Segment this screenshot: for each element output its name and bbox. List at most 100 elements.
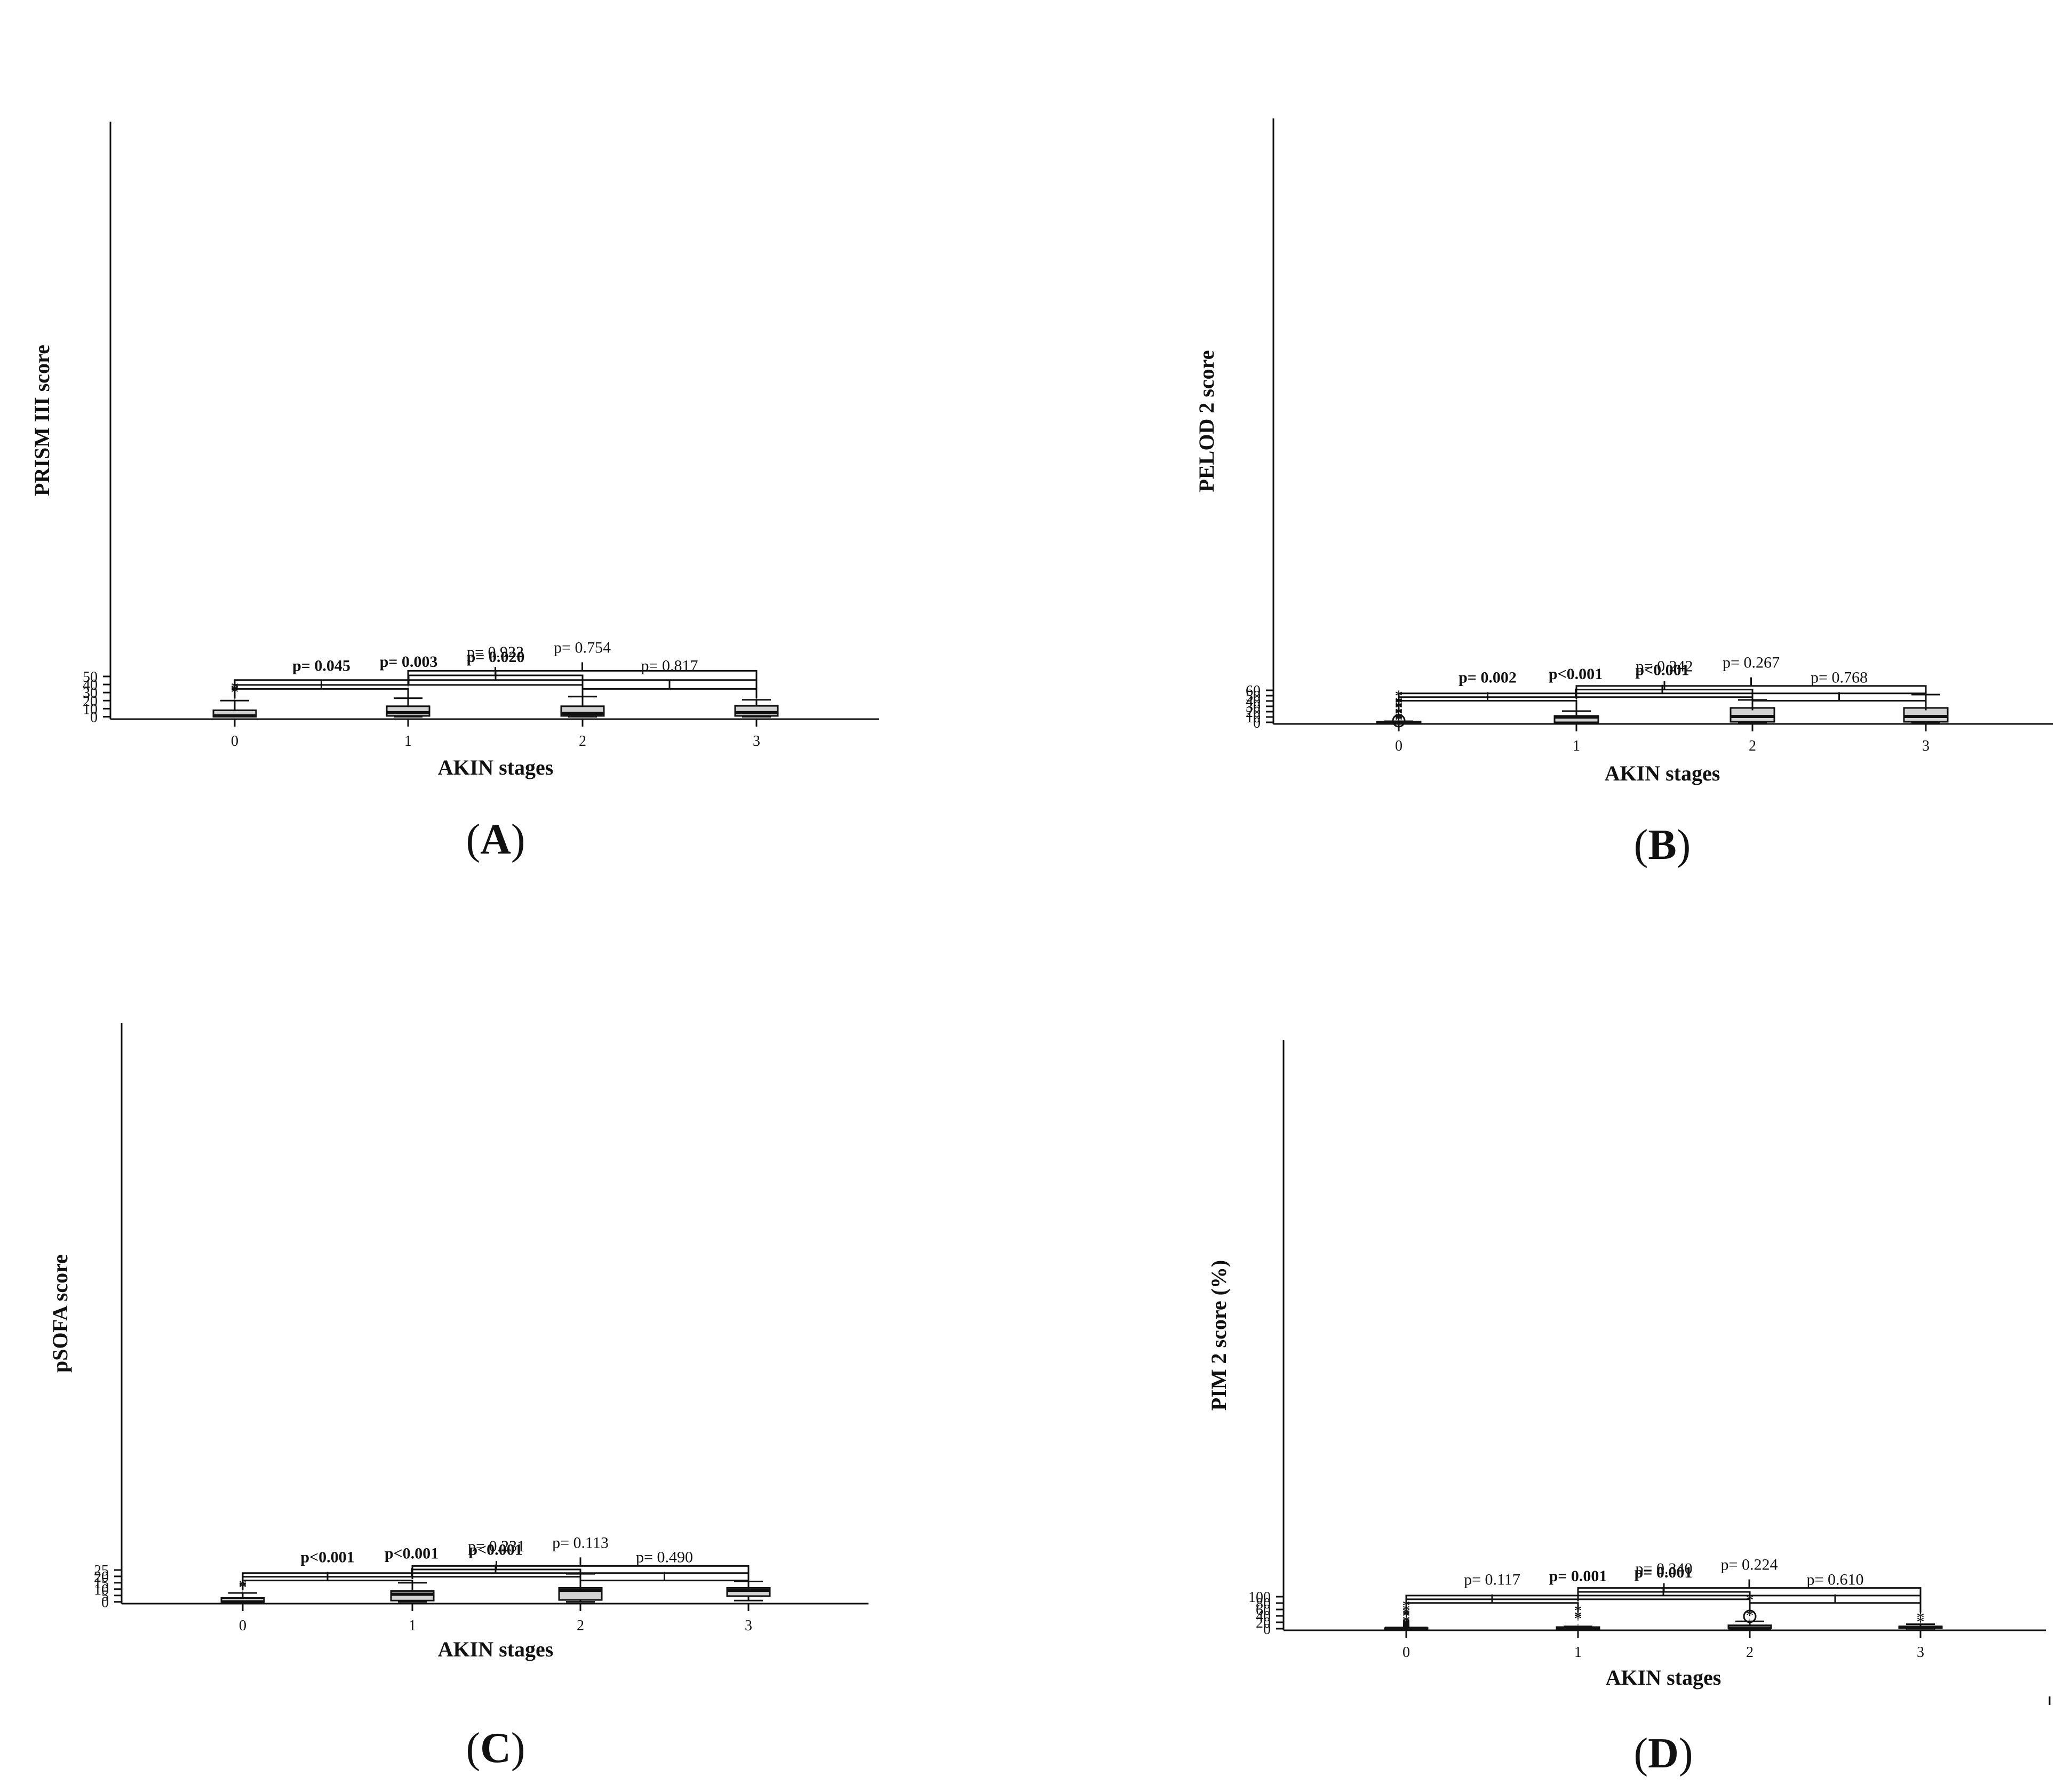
box-stage-3 <box>1903 694 1949 723</box>
x-tick-label: 3 <box>1917 1644 1924 1661</box>
x-tick-label: 3 <box>753 733 760 750</box>
y-tick-label: 5 <box>101 1588 109 1605</box>
outliers: ************************ **** <box>1402 1591 1925 1639</box>
x-tick-label: 1 <box>409 1617 416 1634</box>
x-tick-label: 1 <box>1573 738 1580 754</box>
y-tick-label: 20 <box>1246 704 1261 721</box>
outlier-star: * <box>1402 1619 1410 1637</box>
outlier-star: * <box>1746 1607 1754 1624</box>
p-value-label: p= 0.267 <box>1723 654 1780 672</box>
bracket-line <box>242 1580 413 1590</box>
y-tick-label: 50 <box>83 669 98 686</box>
outlier-star: * <box>1402 1620 1410 1638</box>
x-axis-title: AKIN stages <box>1606 1666 1722 1690</box>
p-value-label: p<0.001 <box>300 1549 354 1566</box>
box-stage-1 <box>1553 710 1599 723</box>
bracket-line <box>579 1580 750 1590</box>
y-tick-label: 10 <box>94 1582 109 1598</box>
p-value-label: p= 0.922 <box>467 643 524 661</box>
comparison-bracket: p= 0.231 <box>411 1537 581 1580</box>
x-axis-title: AKIN stages <box>438 755 554 779</box>
outlier-star: * <box>1402 1621 1410 1639</box>
y-tick-label: 10 <box>1246 710 1261 726</box>
box-stage-0 <box>212 699 257 718</box>
p-value-label: p= 0.001 <box>1635 1564 1693 1581</box>
y-tick-label: 0 <box>1263 1621 1271 1638</box>
x-tick-label: 0 <box>1395 738 1402 754</box>
p-value-label: p= 0.817 <box>641 657 698 674</box>
p-value-label: p= 0.610 <box>1807 1571 1864 1589</box>
bracket-line <box>242 1572 750 1583</box>
box-stage-3 <box>726 1580 771 1601</box>
outlier-star: * <box>1402 1617 1410 1635</box>
outlier-star: * <box>1395 711 1403 728</box>
comparison-bracket: p= 0.754 <box>407 639 758 681</box>
comparison-bracket: p= 0.242 <box>1575 658 1754 699</box>
outlier-star: * <box>1395 705 1403 723</box>
panel-letter: B <box>1648 822 1676 868</box>
box-stage-1 <box>386 697 431 718</box>
panel-label: (B) <box>1634 822 1691 868</box>
p-value-label: p= 0.117 <box>1464 1571 1520 1589</box>
bracket-line <box>1398 700 1577 711</box>
y-tick-label: 20 <box>94 1569 109 1585</box>
x-tick-label: 2 <box>579 733 586 750</box>
outlier-star: * <box>1402 1607 1410 1624</box>
outlier-star: * <box>1402 1616 1410 1634</box>
y-tick-label: 20 <box>83 693 98 710</box>
x-axis-title: AKIN stages <box>1605 761 1720 785</box>
y-tick-label: 15 <box>94 1575 109 1592</box>
p-value-label: p<0.001 <box>385 1545 439 1563</box>
y-tick-label: 25 <box>94 1563 109 1579</box>
y-axis-title: PRISM III score <box>30 345 54 496</box>
bracket-line <box>1749 1602 1922 1613</box>
y-tick-label: 40 <box>83 677 98 694</box>
outlier-star: * <box>1402 1617 1410 1635</box>
panel-letter: C <box>480 1725 511 1772</box>
comparison-bracket: p= 0.113 <box>411 1534 750 1576</box>
comparison-bracket: p= 0.490 <box>579 1549 750 1590</box>
y-axis-title: pSOFA score <box>48 1254 72 1373</box>
bracket-line <box>1751 700 1927 711</box>
x-tick-label: 3 <box>1922 738 1930 754</box>
x-tick-label: 3 <box>745 1617 752 1634</box>
y-tick-label: 0 <box>90 709 98 726</box>
panel-letter: D <box>1648 1730 1679 1777</box>
comparison-bracket: p= 0.817 <box>581 657 758 699</box>
y-tick-label: 60 <box>1256 1602 1271 1619</box>
x-tick-label: 2 <box>577 1617 584 1634</box>
outlier-star: * <box>1574 1608 1582 1625</box>
p-value-label: p= 0.002 <box>1459 669 1517 687</box>
outlier-star: * <box>1395 705 1403 722</box>
p-value-label: p= 0.340 <box>1636 1560 1693 1577</box>
outlier-star: * <box>1402 1612 1410 1630</box>
x-tick-label: 1 <box>1574 1644 1582 1661</box>
x-tick-label: 0 <box>239 1617 246 1634</box>
box-stage-0 <box>1376 720 1422 724</box>
bracket-line <box>234 688 409 699</box>
bracket-line <box>581 688 758 699</box>
iqr-box <box>386 705 431 717</box>
outlier-star: * <box>1402 1615 1410 1633</box>
outlier-star: * <box>1574 1610 1582 1628</box>
p-value-label: p= 0.754 <box>554 639 611 656</box>
p-value-label: p= 0.003 <box>380 653 438 671</box>
comparison-bracket: p= 0.001 <box>1405 1564 1922 1605</box>
outlier-star: * <box>1402 1620 1410 1637</box>
p-value-label: p<0.001 <box>1549 665 1603 683</box>
box-stage-0 <box>1384 1627 1429 1631</box>
comparison-bracket: p<0.001 <box>242 1541 750 1583</box>
p-value-label: p= 0.045 <box>292 657 350 674</box>
outlier-star: * <box>1402 1607 1410 1625</box>
comparison-bracket: p= 0.267 <box>1575 654 1927 696</box>
outlier-star: * <box>1402 1620 1410 1637</box>
outlier-star: * <box>1395 712 1403 729</box>
comparison-bracket: p= 0.020 <box>234 648 758 690</box>
box-stage-1 <box>1556 1625 1600 1630</box>
y-tick-label: 20 <box>1256 1615 1271 1631</box>
outlier-circle <box>1392 714 1406 728</box>
